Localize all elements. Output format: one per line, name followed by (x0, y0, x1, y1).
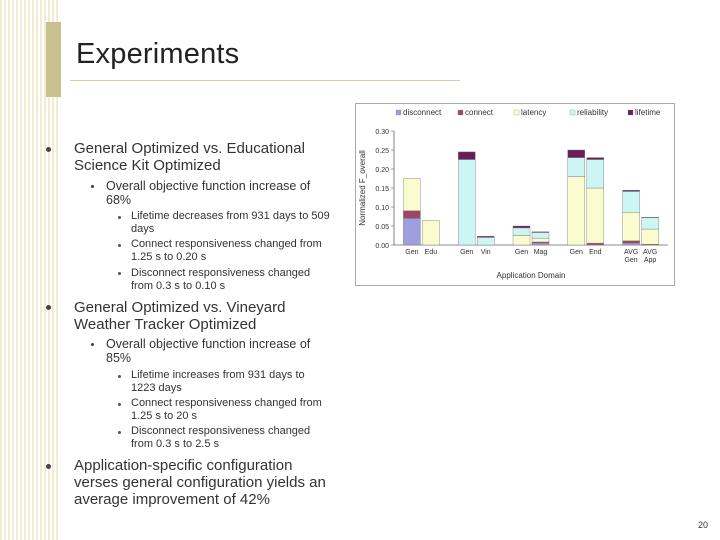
stacked-bar-chart: disconnect connect latency reliability lifet… (358, 108, 668, 280)
bullet-marker (91, 185, 94, 188)
bar-segment-disconnect (403, 218, 421, 246)
y-tick-label: 0.00 (375, 243, 389, 250)
y-tick-label: 0.20 (375, 167, 389, 174)
slide-title: Experiments (76, 38, 240, 70)
bullet-2-1-1: Lifetime increases from 931 days to 1223… (131, 369, 305, 394)
y-tick-label: 0.25 (375, 148, 389, 155)
bar-segment-lifetime (512, 225, 531, 229)
bar-segment-reliability (531, 232, 550, 239)
bullet-marker (118, 403, 121, 406)
bullet-3: Application-specific configuration verse… (74, 457, 326, 508)
bullet-2: General Optimized vs. Vineyard Weather T… (74, 299, 286, 333)
legend-swatch-lifetime (627, 109, 634, 116)
bar-segment-latency (512, 235, 531, 246)
bar-segment-lifetime (622, 190, 640, 192)
bullet-marker (46, 305, 51, 310)
bullet-marker (118, 431, 121, 434)
x-tick-label: Gen (460, 249, 473, 256)
x-tick-label: Vin (481, 249, 491, 256)
legend-label-reliability: reliability (577, 108, 608, 117)
legend-swatch-connect (457, 109, 464, 116)
bar-segment-connect (586, 242, 605, 246)
y-tick-label: 0.15 (375, 186, 389, 193)
bullet-marker (118, 272, 121, 275)
x-tick-label: Mag (534, 249, 548, 256)
title-underline (70, 80, 460, 81)
bullet-marker (118, 216, 121, 219)
legend-label-latency: latency (521, 108, 546, 117)
x-tick-label: Gen (624, 257, 637, 264)
bullet-2-1: Overall objective function increase of 8… (106, 337, 311, 365)
x-tick-label: AVG (643, 249, 657, 256)
bar-segment-latency (403, 178, 421, 211)
page-number: 20 (697, 520, 708, 530)
x-tick-label: Gen (570, 249, 583, 256)
bar-segment-connect (622, 240, 640, 244)
bar-segment-lifetime (531, 231, 550, 233)
x-tick-label: Gen (515, 249, 528, 256)
y-tick-label: 0.30 (375, 129, 389, 136)
bar-segment-connect (403, 210, 421, 219)
legend-label-lifetime: lifetime (635, 108, 661, 117)
bar-segment-latency (641, 228, 659, 245)
bar-segment-reliability (457, 159, 476, 246)
x-tick-label: End (589, 249, 602, 256)
bar-segment-disconnect (531, 242, 550, 246)
bar-segment-latency (622, 212, 640, 242)
bar-segment-lifetime (457, 151, 476, 160)
bar-segment-latency (567, 176, 586, 246)
bar-segment-lifetime (641, 217, 659, 218)
bar-segment-latency (422, 220, 440, 246)
x-tick-label: App (644, 257, 657, 264)
x-tick-label: AVG (624, 249, 638, 256)
bar-segment-reliability (567, 157, 586, 177)
bar-segment-reliability (641, 217, 659, 230)
bar-segment-lifetime (567, 149, 586, 158)
bar-segment-disconnect (622, 242, 640, 246)
y-tick-label: 0.05 (375, 224, 389, 231)
bar-segment-reliability (512, 227, 531, 236)
bullet-1: General Optimized vs. Educational Scienc… (74, 140, 305, 174)
bullet-2-1-2: Connect responsiveness changed from 1.25… (131, 397, 322, 422)
bar-segment-reliability (586, 159, 605, 189)
bullet-2-1-3: Disconnect responsiveness changed from 0… (131, 425, 311, 450)
bar-segment-lifetime (476, 236, 495, 238)
x-tick-label: Edu (425, 249, 438, 256)
legend-swatch-reliability (569, 109, 576, 116)
bullet-1-1-3: Disconnect responsiveness changed from 0… (131, 267, 311, 292)
bullet-1-1-1: Lifetime decreases from 931 days to 509 … (131, 210, 330, 235)
y-tick-label: 0.10 (375, 205, 389, 212)
bullet-1-1-2: Connect responsiveness changed from 1.25… (131, 238, 322, 263)
legend-label-disconnect: disconnect (403, 108, 442, 117)
bar-segment-latency (586, 187, 605, 244)
y-axis-label: Normalized F_overall (358, 150, 367, 226)
bar-segment-reliability (476, 237, 495, 246)
bullet-marker (118, 375, 121, 378)
bar-segment-lifetime (586, 157, 605, 160)
bar-segment-latency (531, 237, 550, 243)
title-accent-bar (46, 22, 61, 97)
legend-swatch-latency (513, 109, 520, 116)
bullet-1-1: Overall objective function increase of 6… (106, 179, 311, 207)
bullet-marker (91, 343, 94, 346)
x-tick-label: Gen (405, 249, 418, 256)
chart-container: disconnect connect latency reliability lifet… (355, 103, 675, 286)
bullet-marker (46, 147, 51, 152)
legend-label-connect: connect (465, 108, 494, 117)
bar-segment-reliability (622, 191, 640, 213)
bullet-marker (118, 244, 121, 247)
x-axis-label: Application Domain (497, 271, 566, 280)
bullet-marker (46, 464, 51, 469)
legend-swatch-disconnect (395, 109, 402, 116)
